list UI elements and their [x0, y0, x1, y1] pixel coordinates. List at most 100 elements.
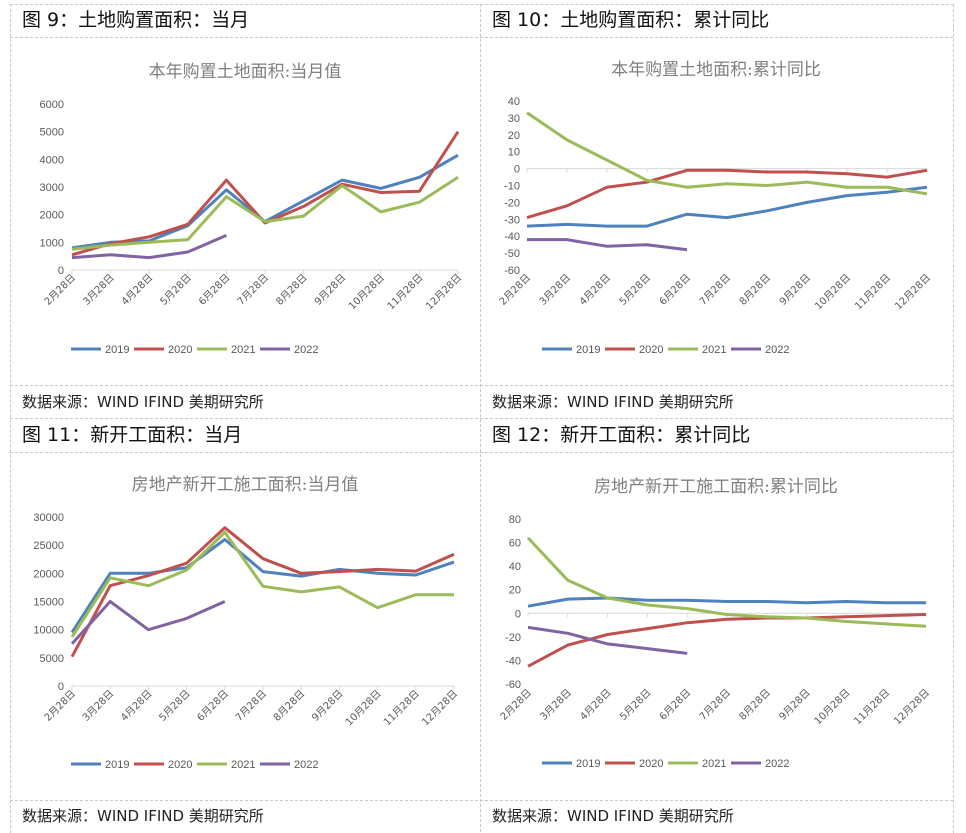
legend-label-2020: 2020 [639, 344, 663, 356]
x-tick-label: 2月28日 [497, 272, 533, 308]
x-tick-label: 3月28日 [538, 687, 574, 723]
figure-title: 图 10：土地购置面积：累计同比 [492, 9, 770, 31]
x-tick-label: 11月28日 [381, 688, 422, 729]
y-tick-label: 0 [514, 164, 520, 176]
x-tick-label: 7月28日 [233, 688, 269, 724]
x-tick-label: 12月28日 [419, 688, 460, 729]
series-line-2021 [71, 176, 459, 251]
y-tick-label: -40 [505, 655, 521, 667]
y-tick-label: 6000 [40, 99, 64, 111]
series-line-2021 [526, 111, 928, 196]
series-line-2021 [70, 530, 454, 638]
y-tick-label: 60 [509, 538, 521, 550]
y-tick-label: 0 [515, 608, 521, 620]
y-tick-label: 4000 [40, 154, 64, 166]
series-line-2022 [70, 600, 226, 645]
y-tick-label: 2000 [40, 210, 64, 222]
divider [10, 37, 953, 38]
y-tick-label: 25000 [33, 540, 64, 552]
x-tick-label: 3月28日 [81, 272, 117, 308]
x-tick-label: 4月28日 [577, 272, 613, 308]
x-tick-label: 8月28日 [271, 688, 307, 724]
x-tick-label: 4月28日 [118, 688, 154, 724]
series-line-2020 [527, 613, 927, 668]
series-line-2021 [526, 536, 927, 628]
x-tick-label: 7月28日 [235, 272, 271, 308]
divider [10, 800, 953, 801]
legend-label-2022: 2022 [294, 759, 318, 771]
figure-title: 图 9：土地购置面积：当月 [22, 9, 250, 31]
y-tick-label: 30 [508, 113, 520, 125]
legend-label-2020: 2020 [639, 758, 663, 770]
x-tick-label: 10月28日 [343, 688, 384, 729]
y-tick-label: 15000 [33, 597, 64, 609]
x-tick-label: 6月28日 [196, 272, 232, 308]
y-tick-label: -40 [504, 231, 520, 243]
chart-new-construction-yoy: 房地产新开工施工面积:累计同比 -60 -40 -20 0 20 40 60 80 2月28日 3月… [498, 477, 932, 770]
y-tick-label: 5000 [40, 653, 64, 665]
x-tick-label: 2月28日 [42, 688, 78, 724]
data-source: 数据来源：WIND IFIND 美期研究所 [22, 393, 264, 411]
legend-label-2019: 2019 [576, 344, 600, 356]
x-tick-label: 11月28日 [385, 272, 426, 313]
x-tick-label: 2月28日 [42, 272, 78, 308]
y-tick-label: 40 [508, 96, 520, 108]
y-tick-label: 80 [509, 514, 521, 526]
chart-title: 本年购置土地面积:当月值 [149, 62, 342, 82]
legend-label-2020: 2020 [168, 344, 192, 356]
legend-label-2021: 2021 [231, 344, 255, 356]
x-tick-label: 5月28日 [158, 272, 194, 308]
x-tick-label: 12月28日 [423, 272, 464, 313]
x-tick-label: 9月28日 [309, 688, 345, 724]
x-tick-label: 4月28日 [578, 687, 614, 723]
x-tick-label: 5月28日 [617, 272, 653, 308]
figure-title: 图 12：新开工面积：累计同比 [492, 424, 751, 446]
series-line-2019 [527, 596, 926, 608]
chart-new-construction-monthly: 房地产新开工施工面积:当月值 0 5000 10000 15000 20000 25000 3… [33, 475, 460, 771]
divider [10, 385, 953, 386]
x-tick-label: 6月28日 [195, 688, 231, 724]
y-tick-label: 30000 [33, 512, 64, 524]
y-tick-label: 10 [508, 147, 520, 159]
legend-label-2020: 2020 [168, 759, 192, 771]
legend-label-2022: 2022 [765, 344, 789, 356]
x-tick-label: 6月28日 [657, 272, 693, 308]
x-tick-label: 2月28日 [498, 687, 534, 723]
y-tick-label: 0 [58, 681, 64, 693]
series-line-2022 [71, 234, 227, 260]
series-line-2019 [526, 185, 928, 228]
legend-label-2021: 2021 [231, 759, 255, 771]
y-tick-label: -10 [504, 181, 520, 193]
x-tick-label: 10月28日 [346, 272, 387, 313]
data-source: 数据来源：WIND IFIND 美期研究所 [492, 393, 734, 411]
x-tick-label: 12月28日 [892, 272, 933, 313]
x-tick-label: 8月28日 [737, 272, 773, 308]
data-source: 数据来源：WIND IFIND 美期研究所 [492, 807, 734, 825]
series-line-2020 [70, 526, 455, 658]
x-tick-label: 11月28日 [852, 272, 893, 313]
x-tick-label: 9月28日 [777, 272, 813, 308]
x-tick-label: 3月28日 [80, 688, 116, 724]
y-tick-label: -50 [504, 248, 520, 260]
y-tick-label: 20000 [33, 568, 64, 580]
series-line-2022 [527, 625, 688, 655]
y-tick-label: 20 [509, 585, 521, 597]
divider [10, 418, 953, 419]
y-tick-label: 40 [509, 561, 521, 573]
y-tick-label: -30 [504, 214, 520, 226]
x-tick-label: 8月28日 [274, 272, 310, 308]
divider [10, 452, 953, 453]
y-tick-label: 3000 [40, 182, 64, 194]
legend-label-2022: 2022 [765, 758, 789, 770]
x-tick-label: 5月28日 [617, 687, 653, 723]
y-tick-label: -60 [504, 265, 520, 277]
x-tick-label: 7月28日 [697, 687, 733, 723]
y-tick-label: 1000 [40, 237, 64, 249]
series-line-2022 [527, 238, 688, 252]
x-tick-label: 5月28日 [157, 688, 193, 724]
chart-title: 房地产新开工施工面积:累计同比 [594, 477, 838, 497]
x-tick-label: 10月28日 [812, 272, 853, 313]
series-line-2019 [70, 538, 455, 634]
legend-label-2019: 2019 [105, 344, 129, 356]
x-tick-label: 4月28日 [119, 272, 155, 308]
